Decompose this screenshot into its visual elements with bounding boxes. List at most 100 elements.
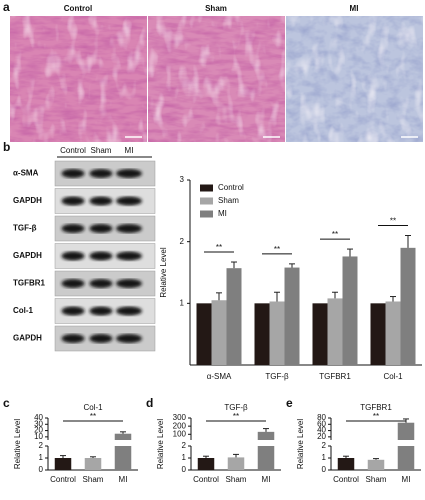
x-tick-label: TGFBR1: [319, 372, 351, 381]
blot-band: [61, 279, 85, 288]
panel-letter: e: [286, 396, 293, 410]
blot-row-label: GAPDH: [13, 196, 42, 205]
y-tick-label: 100: [173, 429, 187, 438]
blot-band: [89, 169, 113, 178]
bar: [226, 268, 242, 365]
y-tick-label: 60: [317, 419, 326, 428]
y-tick-label: 1: [180, 298, 185, 307]
y-axis-label: Relative Level: [156, 419, 165, 469]
chart-title: TGF-β: [224, 403, 248, 412]
blot-band: [116, 334, 142, 343]
blot-row-label: Col-1: [13, 306, 34, 315]
y-tick-label: 40: [317, 426, 326, 435]
bar: [254, 303, 270, 365]
blot-row-label: GAPDH: [13, 334, 42, 343]
bar: [342, 256, 358, 365]
histology-images: [10, 16, 423, 142]
bar: [367, 459, 385, 470]
blot-band: [116, 251, 142, 261]
panel-letter: b: [3, 140, 10, 154]
bar: [114, 446, 132, 470]
x-tick-label: MI: [119, 475, 128, 484]
lane-label: MI: [125, 146, 134, 155]
y-tick-label: 20: [34, 426, 43, 435]
significance-label: **: [216, 243, 222, 252]
y-tick-label: 2: [322, 441, 327, 450]
image-texture: [10, 16, 147, 142]
blot-band: [61, 334, 85, 343]
bar: [327, 298, 343, 365]
bar: [397, 422, 415, 440]
blot-band: [61, 224, 85, 233]
y-axis-label: Relative Level: [296, 419, 305, 469]
x-tick-label: TGF-β: [265, 372, 289, 381]
image-texture: [286, 16, 423, 142]
y-tick-label: 0: [322, 465, 327, 474]
bar: [196, 303, 212, 365]
x-tick-label: Sham: [83, 475, 104, 484]
y-tick-label: 2: [39, 441, 44, 450]
y-tick-label: 1: [182, 453, 187, 462]
legend-swatch: [200, 210, 213, 218]
bar: [269, 301, 285, 365]
x-tick-label: Sham: [226, 475, 247, 484]
bar: [312, 303, 328, 365]
image-label: MI: [350, 4, 359, 13]
image-label: Control: [64, 4, 92, 13]
blot-band: [61, 251, 85, 261]
legend-swatch: [200, 184, 213, 192]
x-tick-label: MI: [402, 475, 411, 484]
bar: [400, 247, 416, 365]
bar: [397, 446, 415, 470]
bar: [284, 267, 300, 365]
y-tick-label: 40: [34, 413, 43, 422]
significance-label: **: [274, 245, 280, 254]
legend-label: Control: [218, 183, 244, 192]
lane-label: Control: [60, 146, 86, 155]
image-texture: [148, 16, 285, 142]
legend-label: MI: [218, 209, 227, 218]
bar: [84, 458, 102, 470]
chart-title: TGFBR1: [360, 403, 392, 412]
blot-band: [61, 306, 85, 316]
y-tick-label: 20: [317, 432, 326, 441]
bar: [211, 300, 227, 365]
blot-band: [116, 306, 142, 316]
bar: [337, 458, 355, 470]
legend-label: Sham: [218, 196, 239, 205]
bar: [227, 457, 245, 470]
panel-letter: a: [3, 0, 10, 14]
x-tick-label: Control: [193, 475, 219, 484]
bar: [370, 303, 386, 365]
y-tick-label: 10: [34, 432, 43, 441]
image-label: Sham: [205, 4, 227, 13]
blot-band: [116, 169, 142, 178]
blot-row-label: TGFBR1: [13, 279, 46, 288]
blot-row-label: GAPDH: [13, 251, 42, 260]
x-tick-label: Sham: [366, 475, 387, 484]
significance-label: **: [90, 412, 96, 421]
x-tick-label: α-SMA: [207, 372, 232, 381]
y-tick-label: 2: [182, 441, 187, 450]
blot-band: [61, 169, 85, 178]
bar: [114, 433, 132, 440]
lane-label: Sham: [91, 146, 112, 155]
bar: [257, 431, 275, 440]
blot-band: [61, 196, 85, 206]
blot-row-label: α-SMA: [13, 169, 39, 178]
blot-band: [89, 224, 113, 233]
blot-band: [116, 279, 142, 288]
panel-letter: d: [146, 396, 153, 410]
blot-band: [116, 224, 142, 233]
bar: [257, 446, 275, 470]
chart-title: Col-1: [83, 403, 103, 412]
y-tick-label: 0: [182, 465, 187, 474]
y-tick-label: 1: [322, 453, 327, 462]
blot-band: [89, 251, 113, 261]
y-tick-label: 1: [39, 453, 44, 462]
significance-label: **: [390, 217, 396, 226]
y-tick-label: 30: [34, 419, 43, 428]
bar: [54, 458, 72, 470]
blot-band: [89, 196, 113, 206]
